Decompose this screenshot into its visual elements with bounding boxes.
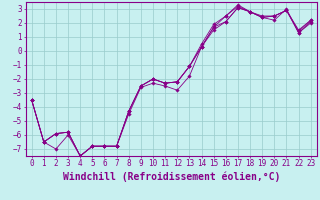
X-axis label: Windchill (Refroidissement éolien,°C): Windchill (Refroidissement éolien,°C) [62, 171, 280, 182]
